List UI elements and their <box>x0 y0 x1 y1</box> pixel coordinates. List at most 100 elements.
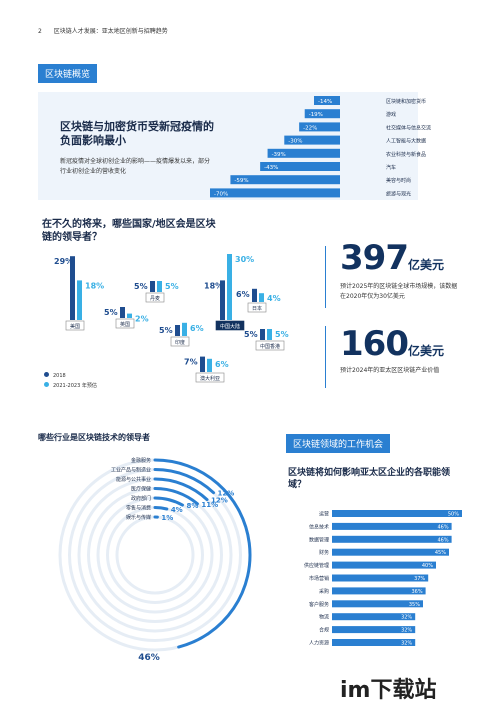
industry-arc <box>153 487 199 506</box>
stat-1-unit: 亿美元 <box>407 258 444 272</box>
revenue-bar-label: -14% <box>318 99 332 105</box>
function-bar <box>332 587 426 595</box>
stat-1-desc: 预计2025年的区块链全球市场规模，该数据在2020年仅为30亿美元 <box>340 283 458 300</box>
country-bar-2018 <box>120 307 125 318</box>
revenue-bar-label: -70% <box>214 191 228 197</box>
revenue-bar <box>284 135 340 145</box>
country-name: 日本 <box>252 305 262 312</box>
function-bar-label: 32% <box>401 615 412 621</box>
country-label-2018: 5% <box>159 326 173 335</box>
revenue-bar-label: -30% <box>288 139 302 145</box>
revenue-category-label: 农业科技与新食品 <box>386 151 426 158</box>
legend-dot-2021 <box>44 382 49 387</box>
revenue-category-label: 游戏 <box>386 111 396 118</box>
industry-value: 4% <box>171 506 183 514</box>
function-name: 市场营销 <box>309 575 329 582</box>
industry-value: 1% <box>161 514 173 522</box>
revenue-category-label: 美容与时尚 <box>386 177 411 184</box>
revenue-bar <box>299 122 340 132</box>
revenue-bar <box>210 188 340 198</box>
country-label-2018: 5% <box>244 330 258 339</box>
industry-name: 工业产品与制造业 <box>111 467 151 474</box>
industry-arc <box>153 506 169 511</box>
function-bar <box>332 600 423 608</box>
function-bar-label: 50% <box>448 512 459 518</box>
country-bar-2018 <box>252 288 257 302</box>
country-bar-2021 <box>259 293 264 302</box>
stat-divider-2 <box>325 326 326 388</box>
revenue-bar <box>260 162 340 171</box>
function-impact-chart: 50% 运营 46% 信息技术 46% 数据管理 45% 财务 40% 供应链管理 37% 市场营销 3… <box>304 510 462 647</box>
country-name: 英国 <box>120 321 130 328</box>
function-bar <box>332 561 436 569</box>
stat-2: 160亿美元 <box>340 324 444 364</box>
function-name: 合规 <box>319 627 329 634</box>
country-box <box>195 372 225 383</box>
country-bar-2021 <box>77 280 82 320</box>
country-label-2018: 7% <box>184 358 198 367</box>
country-label-2021: 30% <box>235 255 254 264</box>
country-name: 美国 <box>70 323 80 330</box>
function-name: 客户服务 <box>309 601 329 608</box>
function-name: 数据管理 <box>309 536 329 543</box>
country-label-2018: 29% <box>54 257 73 266</box>
overview-body: 新冠疫情对全球初创企业的影响——疫情爆发以来，部分行业初创企业的营收变化 <box>60 158 211 175</box>
revenue-bar-label: -22% <box>303 125 317 131</box>
jobs-question: 区块链将如何影响亚太区企业的各职能领域？ <box>288 468 451 490</box>
function-bar-label: 46% <box>437 537 448 543</box>
stat-divider-1 <box>325 246 326 308</box>
industry-value: 12% <box>218 490 235 498</box>
revenue-bar <box>314 96 340 105</box>
country-label-2018: 18% <box>204 281 223 290</box>
industries-question: 哪些行业是区块链技术的领导者 <box>38 433 150 442</box>
function-bar-label: 45% <box>435 550 446 556</box>
country-bar-2018 <box>220 280 225 320</box>
country-label-2018: 6% <box>236 290 250 299</box>
legend-dot-2018 <box>44 372 49 377</box>
industry-arc <box>153 468 216 495</box>
country-bar-2018 <box>200 356 205 372</box>
function-name: 供应链管理 <box>304 562 329 569</box>
country-name: 澳大利亚 <box>200 375 220 382</box>
industry-track <box>68 468 242 642</box>
industry-value: 46% <box>138 653 160 663</box>
revenue-bar <box>230 175 340 185</box>
industry-arc <box>153 458 252 649</box>
country-bar-2018 <box>260 329 265 340</box>
country-name: 丹麦 <box>150 295 160 302</box>
report-title: 区块链人才发展：亚太地区创新与招聘趋势 <box>53 28 168 35</box>
country-bar-2021 <box>127 313 132 318</box>
revenue-bar-label: -39% <box>272 152 286 158</box>
function-name: 人力资源 <box>309 640 329 647</box>
country-box <box>65 320 85 331</box>
country-bar-2021 <box>157 281 162 292</box>
industry-value: 11% <box>201 501 218 509</box>
stat-1-value: 397 <box>340 238 409 278</box>
country-bar-2018 <box>175 325 180 336</box>
function-bar-label: 32% <box>401 628 412 634</box>
industry-track <box>96 496 214 614</box>
legend-2018: 2018 <box>44 372 66 379</box>
legend-label-2018: 2018 <box>53 373 66 379</box>
revenue-category-label: 旅游与观光 <box>386 190 411 197</box>
function-bar <box>332 613 416 621</box>
function-bar <box>332 535 452 543</box>
revenue-bar <box>304 109 340 119</box>
industry-name: 娱乐与传媒 <box>126 514 151 521</box>
function-bar-label: 32% <box>401 641 412 647</box>
revenue-category-label: 区块链和加密货币 <box>386 98 426 105</box>
overview-headline: 区块链与加密货币受新冠疫情的负面影响最小 <box>60 120 214 147</box>
country-bar-2021 <box>227 254 232 320</box>
revenue-category-label: 人工智能与大数据 <box>386 138 426 145</box>
country-box <box>255 340 285 351</box>
revenue-bar-label: -19% <box>309 112 323 118</box>
country-box <box>170 336 190 347</box>
function-bar-label: 46% <box>437 524 448 530</box>
function-name: 物流 <box>319 614 329 621</box>
revenue-change-chart: -14% 区块链和加密货币 -19% 游戏 -22% 社交媒体与信息交流 -30% 人工智能与… <box>210 96 431 198</box>
industry-value: 8% <box>186 502 198 510</box>
country-box <box>215 320 245 331</box>
function-bar-label: 37% <box>414 576 425 582</box>
stat-2-unit: 亿美元 <box>407 344 444 358</box>
